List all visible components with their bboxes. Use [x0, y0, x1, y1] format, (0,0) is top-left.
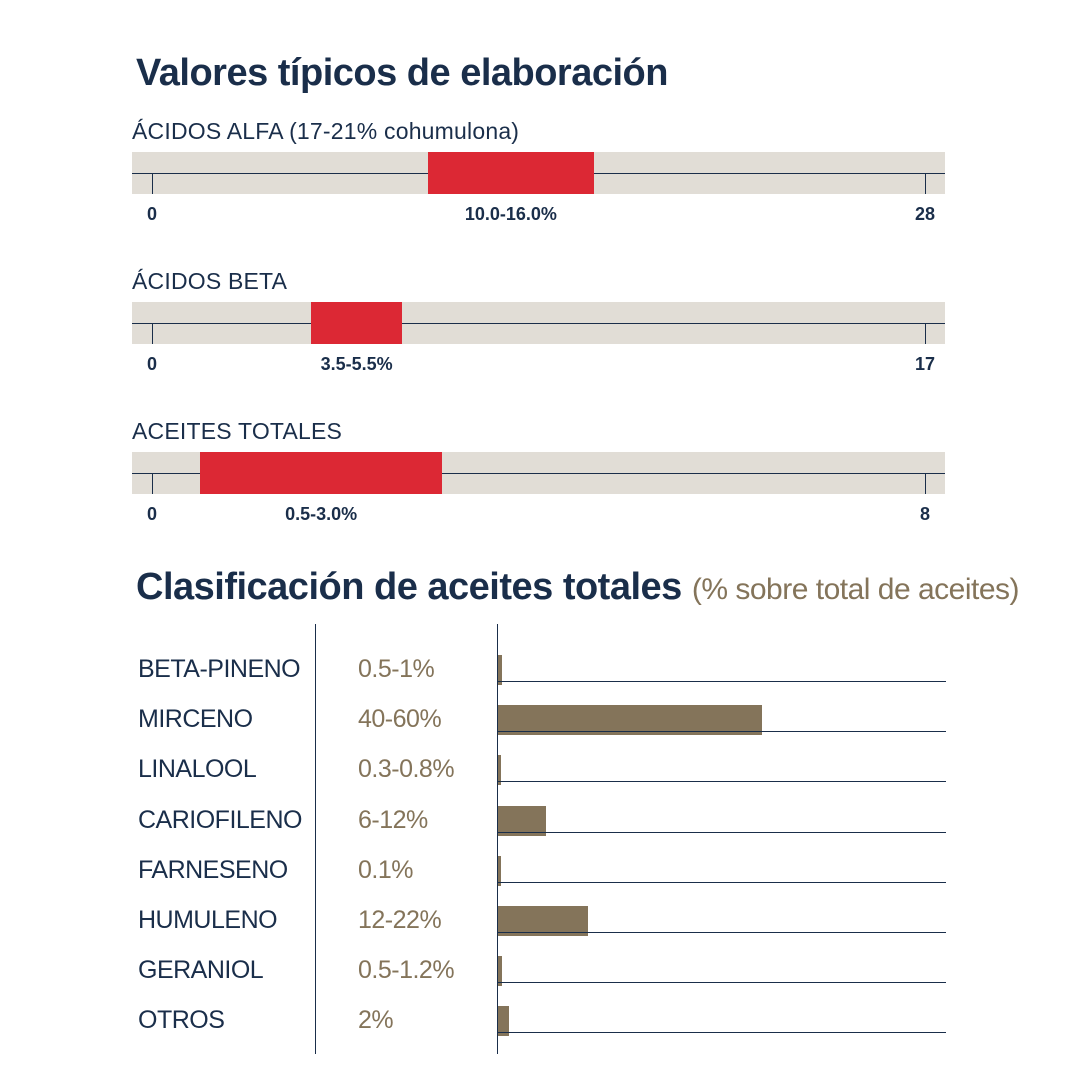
range-value-label: 10.0-16.0%	[464, 204, 557, 224]
range-axis-line	[132, 323, 945, 324]
oil-bar	[498, 1006, 509, 1037]
oil-bar	[498, 705, 762, 736]
oil-divider-right	[497, 624, 498, 1054]
range-label: ÁCIDOS ALFA (17-21% cohumulona)	[132, 118, 520, 144]
oil-percent-label: 2%	[358, 1006, 394, 1035]
oil-name-label: FARNESENO	[138, 855, 288, 884]
range-fill-bar	[428, 152, 594, 194]
oil-bar	[498, 655, 502, 685]
oil-chart-title-text: Clasificación de aceites totales	[136, 566, 682, 608]
oil-percent-label: 0.1%	[358, 855, 413, 884]
range-label: ÁCIDOS BETA	[132, 268, 288, 294]
range-max-label: 28	[914, 204, 936, 224]
oil-chart-title: Clasificación de aceites totales (% sobr…	[136, 566, 1020, 609]
range-track	[132, 452, 945, 494]
oil-bar	[498, 755, 501, 786]
oil-baseline	[498, 982, 946, 984]
range-label: ACEITES TOTALES	[132, 418, 343, 444]
oil-name-label: OTROS	[138, 1006, 225, 1035]
range-tick-min	[152, 323, 153, 344]
oil-baseline	[498, 781, 946, 783]
range-tick-max	[925, 473, 926, 494]
range-max-label: 17	[914, 354, 936, 374]
oil-name-label: HUMULENO	[138, 906, 278, 934]
range-tick-min	[152, 473, 153, 494]
range-tick-min	[152, 173, 153, 194]
oil-name-label: LINALOOL	[138, 755, 257, 784]
oil-percent-label: 40-60%	[358, 705, 442, 734]
oil-baseline	[498, 881, 946, 883]
oil-divider-left	[315, 624, 316, 1054]
oil-name-label: CARIOFILENO	[138, 805, 302, 834]
oil-bar	[498, 805, 546, 836]
range-tick-max	[925, 173, 926, 194]
range-fill-bar	[200, 452, 442, 494]
range-min-label: 0	[146, 504, 158, 524]
oil-baseline	[498, 831, 946, 833]
oil-percent-label: 6-12%	[358, 805, 428, 834]
oil-percent-label: 0.5-1%	[358, 655, 435, 683]
oil-baseline	[498, 731, 946, 733]
page-title: Valores típicos de elaboración	[136, 52, 668, 94]
range-min-label: 0	[146, 354, 158, 374]
oil-name-label: MIRCENO	[138, 705, 253, 734]
range-tick-max	[925, 323, 926, 344]
range-track	[132, 302, 945, 344]
oil-chart-subtitle: (% sobre total de aceites)	[691, 573, 1020, 606]
oil-percent-label: 0.3-0.8%	[358, 755, 455, 784]
oil-baseline	[498, 932, 946, 933]
oil-baseline	[498, 681, 946, 682]
oil-bar	[498, 906, 588, 936]
range-max-label: 8	[919, 504, 931, 524]
oil-percent-label: 12-22%	[358, 906, 442, 934]
oil-baseline	[498, 1032, 946, 1034]
range-fill-bar	[311, 302, 403, 344]
oil-percent-label: 0.5-1.2%	[358, 956, 455, 985]
oil-bar	[498, 956, 503, 987]
range-value-label: 3.5-5.5%	[320, 354, 393, 374]
range-axis-line	[132, 473, 945, 474]
oil-bar	[498, 855, 501, 886]
range-min-label: 0	[146, 204, 158, 224]
range-track	[132, 152, 945, 194]
oil-name-label: GERANIOL	[138, 956, 264, 985]
oil-name-label: BETA-PINENO	[138, 655, 301, 683]
range-value-label: 0.5-3.0%	[285, 504, 358, 524]
